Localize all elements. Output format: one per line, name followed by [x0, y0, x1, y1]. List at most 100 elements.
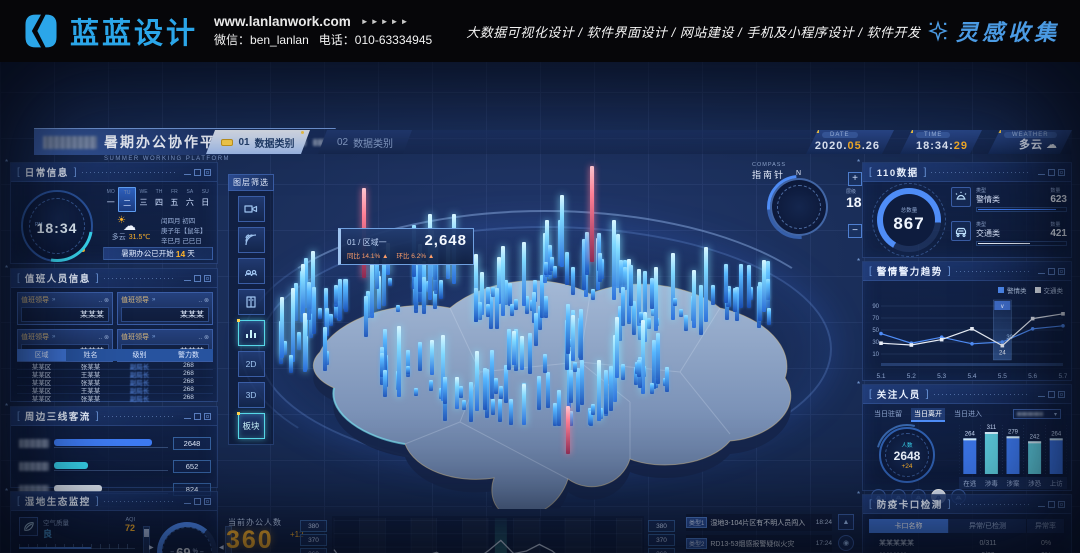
restore-icon[interactable]: [194, 274, 201, 282]
duty-cell: 某某区: [31, 379, 52, 387]
expand-icon[interactable]: [204, 168, 211, 176]
minimize-icon[interactable]: [1038, 269, 1045, 274]
tab-number: 01: [238, 136, 250, 148]
circle-label: 人数: [901, 442, 913, 449]
layer-button-chart[interactable]: [236, 319, 265, 346]
compass-label-en: COMPASS: [752, 162, 787, 168]
svg-text:5.2: 5.2: [907, 373, 916, 380]
zoom-level-label: 层级: [846, 189, 857, 195]
card-controls-icon[interactable]: ‥ ⊗: [198, 297, 209, 304]
weekday-cell: SA 六: [182, 187, 197, 212]
weather-value: 多云: [1019, 139, 1043, 151]
restore-icon[interactable]: [1048, 500, 1055, 508]
layer-button-3D[interactable]: 3D: [237, 382, 265, 408]
clock-time: 18:34: [36, 220, 78, 236]
layer-button-door[interactable]: [237, 289, 265, 315]
services-list: 大数据可视化设计 / 软件界面设计 / 网站建设 / 手机及小程序设计 / 软件…: [466, 24, 921, 40]
focus-tab[interactable]: 当日驻留: [874, 411, 902, 418]
card-controls-icon[interactable]: ‥ ⊗: [98, 334, 109, 341]
duty-col-header: 警力数: [164, 349, 213, 361]
restore-icon[interactable]: [1048, 267, 1055, 275]
scroll-up-button[interactable]: ▲: [838, 514, 854, 530]
chart-icon: [246, 330, 256, 338]
restore-icon[interactable]: [1048, 390, 1055, 398]
eco-metric-row: 空气质量良 AQI 72: [19, 517, 135, 540]
zoom-in-button[interactable]: +: [848, 172, 862, 186]
alert-text: 湿地3-104片区有不明人员闯入: [710, 519, 806, 527]
minimize-icon[interactable]: [184, 170, 191, 175]
card-controls-icon[interactable]: ‥ ⊗: [98, 297, 109, 304]
svg-text:涉案: 涉案: [1007, 479, 1021, 488]
minimize-icon[interactable]: [184, 276, 191, 281]
compass-dial[interactable]: [770, 178, 828, 236]
layer-button-板块[interactable]: 板块: [236, 412, 265, 439]
alert-item[interactable]: 类型2 RD13-53烟感报警疑似火灾 17:24: [686, 535, 832, 552]
gauge-slider-right[interactable]: [225, 526, 232, 553]
layer-button-2D[interactable]: 2D: [237, 351, 265, 377]
restore-icon[interactable]: [194, 497, 201, 505]
map-surface: [312, 280, 792, 509]
weekday-cell: WE 三: [136, 187, 151, 212]
total-gauge: 总数量 867: [872, 183, 946, 257]
lunar-line: 辛巳月 己巳日: [161, 238, 202, 246]
scroll-current-button[interactable]: ◉: [838, 535, 854, 551]
duty-card[interactable]: 值班领导» ‥ ⊗ 某某某: [17, 292, 113, 325]
restore-icon[interactable]: [194, 168, 201, 176]
110-item: 类型 警情类 数量 623: [951, 187, 1067, 212]
layer-button-signal[interactable]: [237, 227, 265, 253]
zoom-out-button[interactable]: −: [848, 224, 862, 238]
tab-data-category-02[interactable]: 02 数据类别: [318, 130, 412, 154]
svg-text:5.3: 5.3: [937, 373, 946, 380]
expand-icon[interactable]: [1058, 500, 1065, 508]
duty-card[interactable]: 值班领导» ‥ ⊗ 某某某: [117, 292, 213, 325]
expand-icon[interactable]: [1058, 390, 1065, 398]
site-header: 蓝蓝设计 www.lanlanwork.com ►►►►► 微信：ben_lan…: [0, 0, 1080, 62]
checkpoint-col-header: 异常率: [1027, 519, 1065, 533]
focus-tab[interactable]: 当日进入: [954, 411, 982, 418]
focus-tab[interactable]: 当日离开: [911, 408, 945, 422]
trend-line-chart: 90 70 50 30 10 ∨ 30 24 5.1 5.2 5.3 5.4 5.5 5.6 5.7: [872, 299, 1067, 380]
type-value: 交通类: [976, 229, 1000, 238]
minimize-icon[interactable]: [1038, 392, 1045, 397]
card-controls-icon[interactable]: ‥ ⊗: [198, 334, 209, 341]
layer-button-camera[interactable]: [237, 196, 265, 222]
minimize-icon[interactable]: [1038, 170, 1045, 175]
minimize-icon[interactable]: [1038, 502, 1045, 507]
expand-icon[interactable]: [204, 412, 211, 420]
weekday-cell: SU 日: [198, 187, 213, 212]
focus-filter-dropdown[interactable]: ▾: [1013, 409, 1061, 419]
expand-icon[interactable]: [204, 497, 211, 505]
tab-data-category-01[interactable]: 01 数据类别: [206, 130, 310, 154]
expand-icon[interactable]: [1058, 267, 1065, 275]
minimize-icon[interactable]: [184, 414, 191, 419]
trend-legend: 警情类 交通类: [998, 285, 1063, 295]
date-box: DATE 2020.05.26: [806, 130, 894, 154]
duty-cell: 张某某: [80, 363, 101, 371]
minimize-icon[interactable]: [184, 499, 191, 504]
110-items: 类型 警情类 数量 623 类型 交通类 数量 421: [951, 187, 1067, 255]
restore-icon[interactable]: [194, 412, 201, 420]
weather-box: WEATHER 多云 ☁: [988, 130, 1072, 154]
people-icon: [244, 269, 258, 277]
duty-cell: 副局长: [129, 395, 150, 403]
office-yaxis-right: 380370360350340: [648, 520, 675, 553]
inspiration-collect[interactable]: 灵感收集: [927, 15, 1060, 47]
expand-icon[interactable]: [1058, 168, 1065, 176]
alert-item[interactable]: 类型1 湿地3-104片区有不明人员闯入 18:24: [686, 514, 832, 531]
mom-value: 6.2% ▲: [411, 253, 435, 260]
duty-table-body: 某某区 张某某 副局长 268 某某区 王某某 副局长 268 某某区 张某某 副局长 268 某某区王…: [17, 362, 213, 403]
office-count-label: 当前办公人数: [228, 518, 282, 527]
duty-cell: 张某某: [80, 395, 101, 403]
expand-icon[interactable]: [204, 274, 211, 282]
city-3d-map[interactable]: [248, 234, 838, 509]
layer-button-people[interactable]: [237, 258, 265, 284]
duty-cell: 268: [183, 378, 194, 385]
lunar-line: 闰四月 初四: [161, 218, 196, 225]
duty-cell: 某某区: [31, 395, 52, 403]
website-link[interactable]: www.lanlanwork.com: [214, 13, 351, 29]
sun-icon: ☀: [117, 215, 126, 226]
gauge-slider-left[interactable]: [143, 526, 150, 553]
analog-clock: PM 18:34: [21, 190, 93, 262]
restore-icon[interactable]: [1048, 168, 1055, 176]
